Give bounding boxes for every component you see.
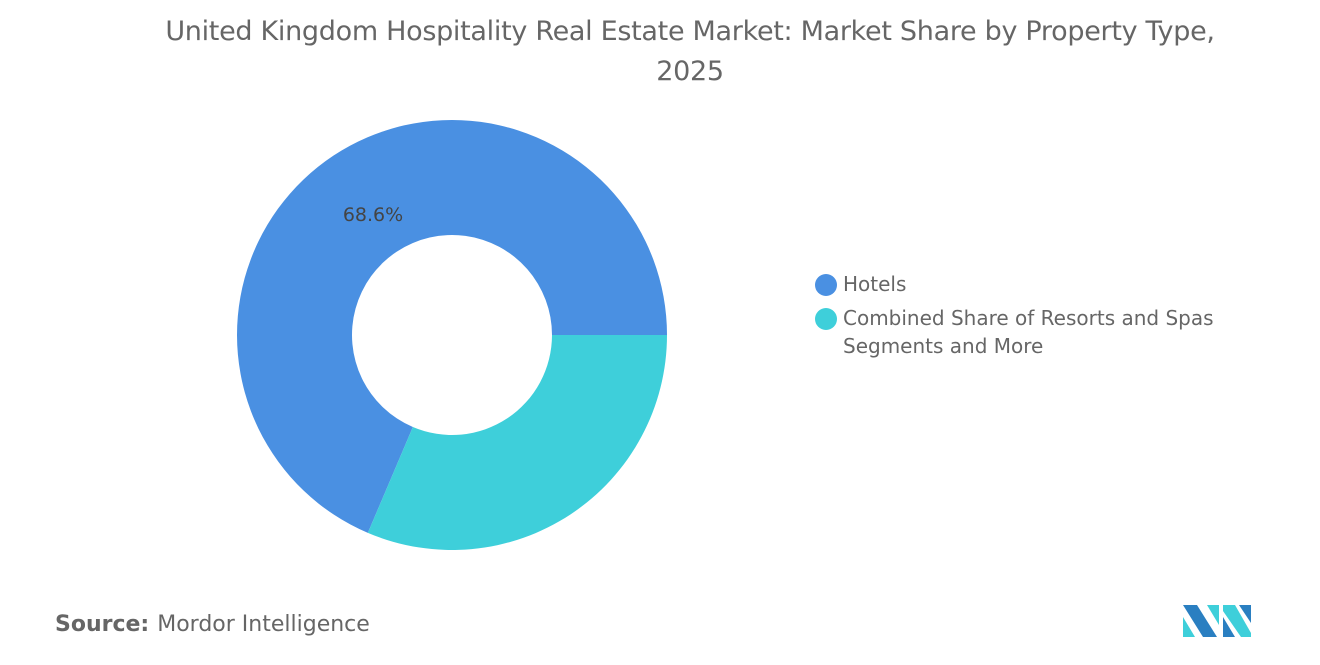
mordor-intelligence-logo: [1183, 605, 1251, 637]
donut-slice-hotels: [237, 120, 667, 533]
legend-label: Combined Share of Resorts and Spas Segme…: [843, 306, 1214, 358]
legend-swatch: [815, 274, 837, 296]
legend-label: Hotels: [843, 272, 907, 296]
legend-swatch: [815, 308, 837, 330]
legend: Hotels Combined Share of Resorts and Spa…: [815, 270, 1243, 366]
legend-item-resorts-spas: Combined Share of Resorts and Spas Segme…: [815, 304, 1243, 360]
data-label-hotels: 68.6%: [343, 204, 403, 226]
legend-item-hotels: Hotels: [815, 270, 1243, 298]
chart-title: United Kingdom Hospitality Real Estate M…: [165, 16, 1215, 87]
source-value: Mordor Intelligence: [157, 612, 370, 637]
source: Source: Mordor Intelligence: [55, 612, 370, 637]
donut-slice-resorts-spas: [367, 335, 667, 551]
source-label: Source:: [55, 612, 150, 637]
